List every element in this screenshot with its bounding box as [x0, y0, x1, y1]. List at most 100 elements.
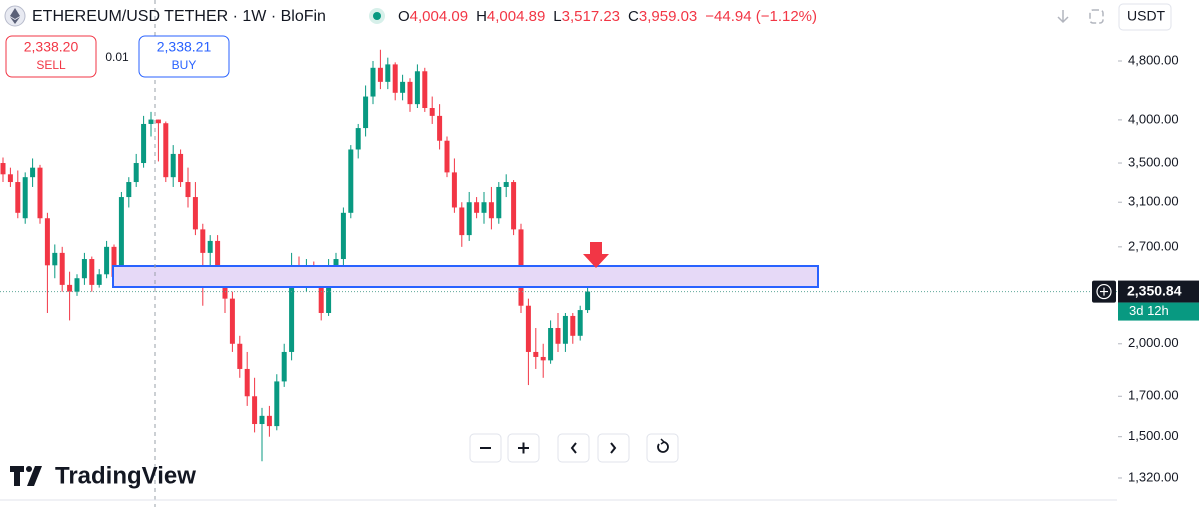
reset-button[interactable] — [646, 433, 679, 463]
candle-body — [363, 96, 369, 129]
candle-body — [15, 182, 21, 213]
brand-name: TradingView — [55, 462, 196, 489]
countdown-label: 3d 12h — [1129, 303, 1169, 318]
candle-body — [74, 278, 80, 292]
y-tick-label: 1,500.00 — [1128, 428, 1179, 443]
reset-arrow — [660, 438, 666, 445]
download-icon[interactable] — [1057, 10, 1069, 24]
candle-body — [392, 64, 398, 93]
candle-body — [511, 182, 517, 230]
ohlc-key: C — [628, 8, 639, 25]
y-tick-label: 3,100.00 — [1128, 194, 1179, 209]
ohlc-values: O4,004.09 H4,004.89 L3,517.23 C3,959.03 −44.… — [398, 8, 817, 25]
candle-body — [96, 274, 102, 285]
y-tick-label: 2,000.00 — [1128, 335, 1179, 350]
left-icon — [570, 442, 577, 454]
candle-body — [244, 368, 250, 397]
candle-body — [89, 259, 95, 285]
scroll-right-button[interactable] — [597, 433, 630, 463]
candle-body — [444, 140, 450, 173]
candle-body — [104, 246, 110, 275]
candle-body — [215, 240, 221, 279]
currency-label: USDT — [1127, 8, 1166, 24]
candle-body — [52, 252, 58, 266]
symbol-title: ETHEREUM/USD TETHER · 1W · BloFin — [32, 8, 326, 25]
buy-label: BUY — [172, 58, 197, 72]
currency-button[interactable] — [1118, 3, 1172, 31]
candle-body — [318, 274, 324, 313]
candle-body — [148, 119, 154, 124]
candle-body — [237, 343, 243, 369]
eth-logo — [10, 8, 20, 24]
candle-body — [355, 128, 361, 150]
spread: 0.01 — [105, 50, 129, 64]
candle-body — [340, 212, 346, 260]
brand-dot — [26, 466, 32, 472]
candle-body — [44, 218, 50, 266]
plus-icon-cross — [1100, 287, 1108, 296]
candle-body — [67, 284, 73, 292]
candle-body — [207, 240, 213, 253]
candle-body — [348, 149, 354, 213]
right-icon — [610, 442, 617, 454]
buy-price: 2,338.21 — [157, 39, 212, 55]
candle-body — [141, 123, 147, 164]
candle-body — [481, 202, 487, 213]
y-tick-label: 1,700.00 — [1128, 388, 1179, 403]
candle-body — [118, 197, 124, 277]
ohlc-value: 3,517.23 — [562, 8, 620, 25]
candle-body — [474, 202, 480, 213]
candle-body — [178, 153, 184, 183]
candle-body — [370, 67, 376, 97]
candle-body — [437, 115, 443, 141]
ohlc-key: O — [398, 8, 410, 25]
candle-body — [540, 356, 546, 361]
candle-body — [155, 119, 161, 124]
candle-body — [281, 351, 287, 382]
candle-body — [429, 108, 435, 116]
countdown-box — [1118, 302, 1199, 321]
candle-body — [496, 186, 502, 219]
ohlc-value: 3,959.03 — [639, 8, 697, 25]
sell-price: 2,338.20 — [24, 39, 79, 55]
sell-button[interactable] — [5, 35, 97, 78]
candle-body — [22, 177, 28, 219]
candle-body — [555, 328, 561, 344]
candle-body — [192, 197, 198, 230]
candle-body — [503, 182, 509, 187]
ohlc-value: 4,004.89 — [487, 8, 545, 25]
change-value: −44.94 (−1.12%) — [705, 8, 817, 25]
candle-body — [525, 305, 531, 352]
candle-body — [466, 202, 472, 236]
candle-body — [0, 163, 6, 175]
ohlc-key: L — [553, 8, 561, 25]
sync-icon[interactable] — [1089, 9, 1104, 24]
candle-body — [59, 252, 65, 285]
y-tick-label: 1,320.00 — [1128, 469, 1179, 484]
candle-body — [414, 71, 420, 105]
candle-body — [37, 167, 43, 219]
candle-body — [570, 315, 576, 336]
y-tick-label: 4,800.00 — [1128, 52, 1179, 67]
scroll-left-button[interactable] — [557, 433, 590, 463]
price-label-box — [1118, 280, 1199, 303]
candle-body — [422, 71, 428, 109]
arrow-marker — [583, 242, 609, 268]
brand-logo — [10, 466, 42, 486]
y-tick-label: 2,700.00 — [1128, 238, 1179, 253]
candle-body — [163, 123, 169, 178]
status-dot — [373, 12, 381, 20]
zoom-toolbar — [469, 433, 679, 463]
candle-body — [451, 172, 457, 208]
candle-body — [229, 298, 235, 344]
candle-body — [488, 202, 494, 219]
y-tick-label: 4,000.00 — [1128, 111, 1179, 126]
sell-label: SELL — [36, 58, 66, 72]
candle-body — [222, 278, 228, 299]
candle-body — [133, 163, 139, 183]
buy-button[interactable] — [138, 35, 230, 78]
candle-body — [30, 167, 36, 178]
zone-box — [112, 265, 819, 288]
candle-body — [289, 265, 295, 352]
candle-body — [533, 351, 539, 357]
